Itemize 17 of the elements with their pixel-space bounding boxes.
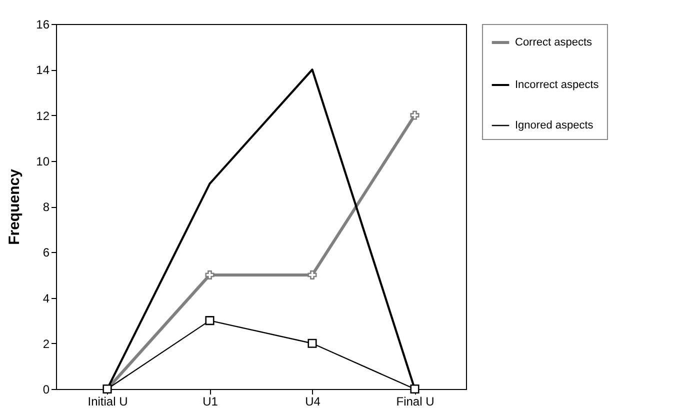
legend-label: Incorrect aspects: [515, 79, 600, 91]
x-tick-label: Initial U: [88, 394, 128, 408]
y-tick-label: 4: [42, 291, 50, 306]
y-tick-label: 16: [36, 18, 50, 32]
legend-label: Ignored aspects: [515, 120, 594, 132]
legend-label: Correct aspects: [515, 36, 593, 48]
y-axis-title: Frequency: [6, 168, 24, 245]
y-tick-label: 2: [42, 336, 50, 351]
y-tick-label: 10: [36, 154, 50, 168]
y-tick-label: 14: [36, 63, 50, 78]
y-tick-label: 12: [36, 108, 50, 123]
x-tick-label: U1: [202, 394, 218, 408]
y-tick-label: 0: [42, 382, 50, 396]
x-tick-label: Final U: [396, 394, 434, 408]
x-tick-label: U4: [305, 394, 321, 408]
y-tick-label: 6: [42, 246, 50, 260]
y-tick-label: 8: [42, 200, 50, 214]
